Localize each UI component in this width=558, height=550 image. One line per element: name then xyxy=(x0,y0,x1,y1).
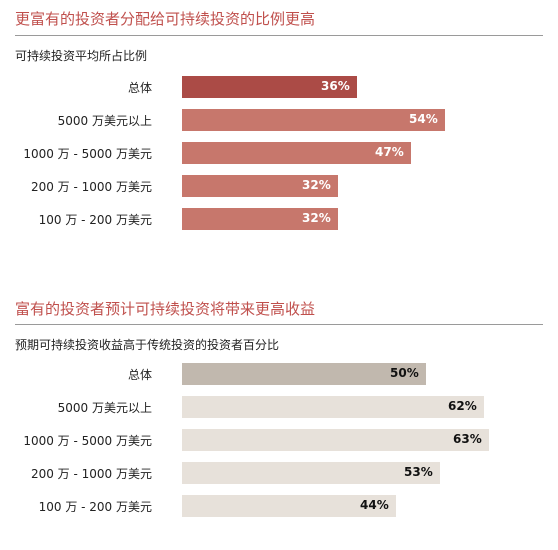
chart-2-title: 富有的投资者预计可持续投资将带来更高收益 xyxy=(15,300,316,318)
bar-row: 200 万 - 1000 万美元 53% xyxy=(0,462,558,484)
value-label: 32% xyxy=(302,211,331,225)
value-label: 54% xyxy=(409,112,438,126)
bar xyxy=(182,363,426,385)
bar-row: 1000 万 - 5000 万美元 63% xyxy=(0,429,558,451)
category-label: 200 万 - 1000 万美元 xyxy=(30,467,152,481)
bar xyxy=(182,109,445,131)
value-label: 44% xyxy=(360,498,389,512)
bar-row: 100 万 - 200 万美元 44% xyxy=(0,495,558,517)
category-label: 5000 万美元以上 xyxy=(57,114,152,128)
bar-row: 5000 万美元以上 62% xyxy=(0,396,558,418)
bar xyxy=(182,495,396,517)
value-label: 63% xyxy=(453,432,482,446)
value-label: 62% xyxy=(448,399,477,413)
bar-row: 1000 万 - 5000 万美元 47% xyxy=(0,142,558,164)
chart-1-title: 更富有的投资者分配给可持续投资的比例更高 xyxy=(15,10,316,28)
chart-1-divider xyxy=(15,35,543,36)
bar-row: 5000 万美元以上 54% xyxy=(0,109,558,131)
bar xyxy=(182,462,440,484)
bar-row: 总体 50% xyxy=(0,363,558,385)
category-label: 5000 万美元以上 xyxy=(57,401,152,415)
bar xyxy=(182,396,484,418)
value-label: 36% xyxy=(321,79,350,93)
bar xyxy=(182,76,357,98)
value-label: 53% xyxy=(404,465,433,479)
value-label: 50% xyxy=(390,366,419,380)
bar xyxy=(182,175,338,197)
bar xyxy=(182,208,338,230)
bar xyxy=(182,429,489,451)
bar xyxy=(182,142,411,164)
category-label: 200 万 - 1000 万美元 xyxy=(30,180,152,194)
bar-row: 总体 36% xyxy=(0,76,558,98)
category-label: 1000 万 - 5000 万美元 xyxy=(23,434,152,448)
value-label: 32% xyxy=(302,178,331,192)
category-label: 总体 xyxy=(127,368,152,382)
category-label: 1000 万 - 5000 万美元 xyxy=(23,147,152,161)
chart-2-divider xyxy=(15,324,543,325)
chart-1-subtitle: 可持续投资平均所占比例 xyxy=(15,49,148,63)
category-label: 100 万 - 200 万美元 xyxy=(38,213,152,227)
category-label: 总体 xyxy=(127,81,152,95)
category-label: 100 万 - 200 万美元 xyxy=(38,500,152,514)
bar-row: 200 万 - 1000 万美元 32% xyxy=(0,175,558,197)
value-label: 47% xyxy=(375,145,404,159)
chart-2-subtitle: 预期可持续投资收益高于传统投资的投资者百分比 xyxy=(15,338,280,352)
bar-row: 100 万 - 200 万美元 32% xyxy=(0,208,558,230)
